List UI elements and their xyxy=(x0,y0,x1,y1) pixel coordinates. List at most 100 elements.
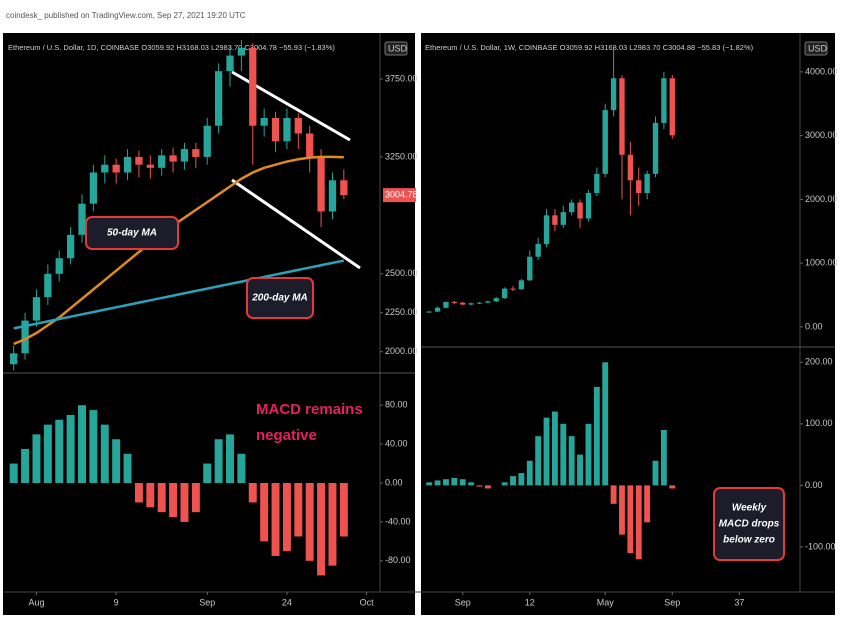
x-tick-label: Aug xyxy=(28,597,44,607)
candle-body xyxy=(577,202,583,219)
macd-annotation: Weekly xyxy=(732,503,767,514)
candle-body xyxy=(501,288,508,299)
candle-body xyxy=(527,256,533,281)
annotation-box xyxy=(713,487,785,561)
candle-body xyxy=(66,234,75,259)
macd-bar xyxy=(66,414,75,483)
candle-body xyxy=(543,215,550,244)
y-tick-label: -40.00 xyxy=(385,516,411,526)
chart-title: Ethereum / U.S. Dollar, 1W, COINBASE O30… xyxy=(425,43,754,52)
macd-bar xyxy=(328,483,337,566)
macd-bar xyxy=(443,479,449,486)
macd-bar xyxy=(203,463,212,483)
macd-bar xyxy=(78,405,86,483)
candle-body xyxy=(594,173,600,193)
macd-bar xyxy=(260,483,269,542)
macd-bar xyxy=(459,479,466,486)
header: coindesk_ published on TradingView.com, … xyxy=(6,11,246,20)
candle-body xyxy=(644,173,650,193)
macd-bar xyxy=(9,463,18,483)
candle-body xyxy=(518,280,525,290)
x-tick-label: Sep xyxy=(199,597,215,607)
candle-body xyxy=(101,164,109,173)
last-price-label: 3004.78 xyxy=(385,189,418,199)
y-tick-label: 1000.00 xyxy=(805,258,838,268)
macd-bar xyxy=(526,460,533,486)
candle-body xyxy=(426,311,432,313)
candle-body xyxy=(214,71,223,126)
last-price-tag xyxy=(383,188,416,203)
macd-bar xyxy=(434,480,441,486)
candle-body xyxy=(123,156,132,173)
macd-bar xyxy=(602,362,609,486)
candle-body xyxy=(560,212,566,225)
macd-bar xyxy=(510,476,516,486)
candle-body xyxy=(434,307,441,312)
candle-body xyxy=(552,215,558,225)
macd-bar xyxy=(644,485,651,523)
macd-bar xyxy=(282,483,291,552)
macd-bar xyxy=(451,478,458,486)
candle-body xyxy=(135,156,143,165)
macd-bar xyxy=(89,410,98,483)
macd-bar xyxy=(577,454,584,486)
candle-body xyxy=(602,110,608,174)
candle-body xyxy=(55,258,63,274)
candle-body xyxy=(585,193,592,219)
macd-annotation: below zero xyxy=(723,535,775,546)
macd-bar xyxy=(568,436,575,486)
y-tick-label: 3000.00 xyxy=(805,130,838,140)
chart-title: Ethereum / U.S. Dollar, 1D, COINBASE O30… xyxy=(8,43,335,52)
macd-annotation: MACD drops xyxy=(719,519,780,530)
candle-body xyxy=(510,288,516,290)
macd-bar xyxy=(484,485,491,489)
macd-bar xyxy=(226,434,234,483)
y-tick-label: 2250.00 xyxy=(385,307,418,317)
macd-bar xyxy=(21,448,30,483)
x-tick-label: May xyxy=(597,597,615,607)
candle-body xyxy=(610,78,617,111)
macd-bar xyxy=(55,419,64,483)
candle-body xyxy=(237,47,246,56)
candle-body xyxy=(44,273,52,298)
candle-body xyxy=(661,78,667,123)
macd-bar xyxy=(426,482,433,486)
macd-bar xyxy=(660,430,667,486)
candle-body xyxy=(249,47,257,126)
candle-body xyxy=(169,155,177,162)
moving-average xyxy=(13,259,345,330)
macd-bar xyxy=(180,483,189,522)
y-tick-label: 0.00 xyxy=(385,477,403,487)
x-tick-label: 24 xyxy=(282,597,292,607)
candle-body xyxy=(226,55,234,72)
macd-bar xyxy=(294,483,303,537)
macd-bar xyxy=(610,485,617,504)
candle-body xyxy=(451,302,458,304)
y-tick-label: 100.00 xyxy=(805,418,833,428)
x-tick-label: 12 xyxy=(525,597,535,607)
macd-annotation: negative xyxy=(256,427,317,444)
candle-body xyxy=(180,149,189,162)
macd-bar xyxy=(169,483,178,518)
candle-body xyxy=(317,156,325,212)
macd-bar xyxy=(43,424,52,483)
macd-bar xyxy=(157,483,166,513)
macd-bar xyxy=(237,453,246,483)
candle-body xyxy=(485,301,491,303)
candle-body xyxy=(636,180,642,193)
macd-bar xyxy=(146,483,155,508)
macd-bar xyxy=(123,453,132,483)
candle-body xyxy=(192,149,200,157)
macd-bar xyxy=(635,485,642,560)
macd-bar xyxy=(652,460,659,486)
macd-bar xyxy=(248,483,257,503)
y-tick-label: 2000.00 xyxy=(385,346,418,356)
macd-bar xyxy=(214,439,223,483)
candle-body xyxy=(306,133,314,157)
candle-body xyxy=(146,164,154,168)
y-tick-label: -100.00 xyxy=(805,541,836,551)
y-tick-label: 200.00 xyxy=(805,357,833,367)
candle-body xyxy=(112,164,120,173)
x-tick-label: 9 xyxy=(114,597,119,607)
